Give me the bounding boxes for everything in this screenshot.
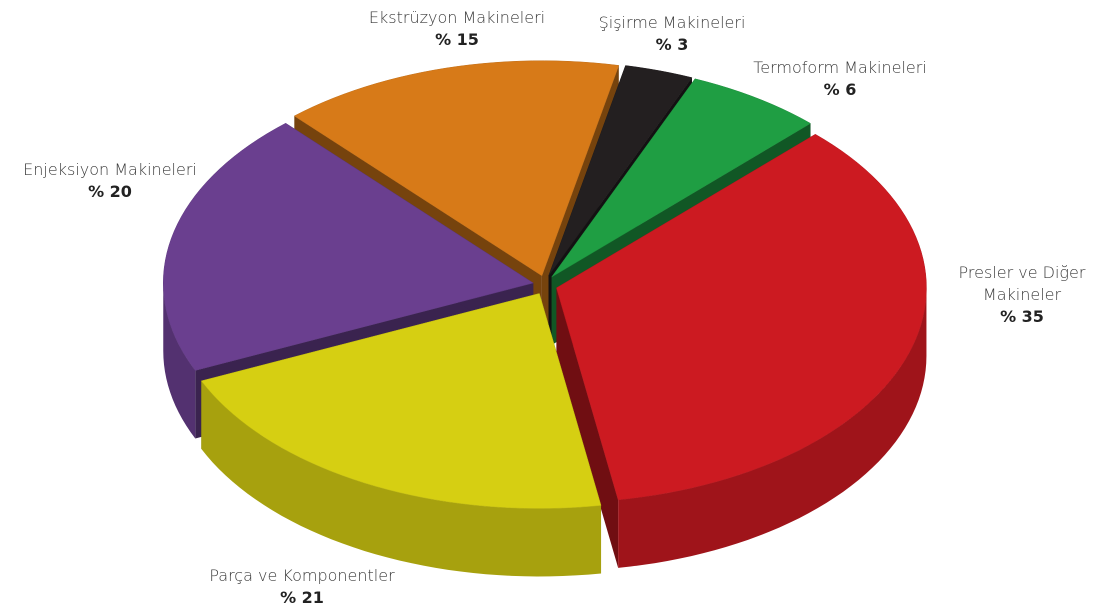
slice-edge (556, 287, 619, 568)
slice-top (551, 78, 812, 278)
category-name: Ekstrüzyon Makineleri (368, 8, 546, 27)
slice-top (548, 65, 693, 276)
slice-label: Presler ve Diğer Makineler % 35 (937, 262, 1104, 328)
category-name: Enjeksiyon Makineleri (23, 160, 197, 179)
slice-top (163, 122, 534, 371)
value-label: % 6 (823, 80, 857, 99)
value-label: % 20 (88, 182, 132, 201)
slice-top (556, 133, 927, 501)
slice-label: Şişirme Makineleri % 3 (592, 12, 752, 56)
value-label: % 21 (280, 588, 324, 607)
category-name: Presler ve Diğer Makineler (958, 263, 1086, 304)
slice-side (201, 380, 602, 577)
slice-side (163, 283, 196, 439)
category-name: Termoform Makineleri (753, 58, 927, 77)
slice-top (200, 293, 602, 509)
slice-top (293, 60, 620, 277)
slice (200, 293, 602, 577)
slice-label: Ekstrüzyon Makineleri % 15 (337, 7, 577, 51)
value-label: % 35 (1000, 307, 1044, 326)
slice-label: Enjeksiyon Makineleri % 20 (0, 159, 225, 203)
slice-label: Parça ve Komponentler % 21 (172, 565, 432, 609)
slice-label: Termoform Makineleri % 6 (720, 57, 960, 101)
value-label: % 15 (435, 30, 479, 49)
slice-side (618, 287, 927, 568)
category-name: Şişirme Makineleri (598, 13, 746, 32)
value-label: % 3 (655, 35, 689, 54)
category-name: Parça ve Komponentler (209, 566, 395, 585)
slice (556, 133, 927, 568)
